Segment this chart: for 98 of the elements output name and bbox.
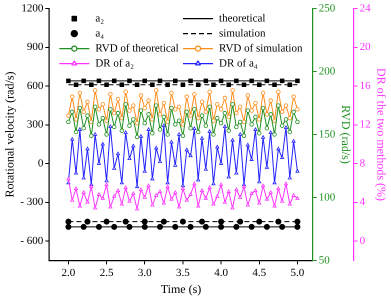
x-tick-label: 2.5: [100, 266, 114, 279]
y3-axis-title: DR of the two methods (%): [374, 68, 389, 201]
point: [112, 78, 116, 84]
y2-tick-label: 50: [318, 254, 330, 266]
point: [294, 224, 300, 230]
point: [66, 78, 71, 84]
point: [226, 82, 231, 88]
y-tick-label: 300: [26, 118, 44, 131]
point: [264, 224, 270, 230]
legend-label: RVD of theoretical: [95, 42, 179, 54]
x-tick-label: 4.5: [252, 266, 267, 279]
point: [84, 218, 90, 225]
point: [65, 224, 72, 230]
point: [204, 78, 208, 84]
point: [150, 82, 155, 88]
point: [233, 224, 240, 230]
y3-tick-label: 0: [360, 234, 366, 247]
legend-label: a₄: [95, 27, 104, 40]
point: [157, 224, 164, 230]
x-axis-title: Time (s): [160, 282, 202, 296]
point: [80, 224, 87, 230]
y3-tick-label: 4: [360, 196, 366, 208]
point: [120, 82, 124, 88]
point: [65, 218, 72, 225]
x-tick-label: 3.0: [138, 266, 152, 279]
legend-label: RVD of simulation: [219, 42, 303, 54]
point: [256, 218, 262, 225]
legend-label: simulation: [219, 27, 266, 40]
point: [104, 82, 109, 88]
point: [126, 224, 132, 230]
point: [158, 78, 162, 84]
legend-label: theoretical: [219, 12, 266, 24]
point: [111, 224, 118, 230]
y3-tick-label: 20: [360, 41, 372, 54]
y3-tick-label: 24: [360, 2, 372, 14]
point: [294, 218, 300, 225]
point: [142, 78, 148, 84]
y-tick-label: - 600: [20, 234, 44, 247]
point: [96, 224, 102, 230]
point: [288, 82, 292, 88]
x-tick-label: 4.0: [214, 266, 228, 279]
point: [248, 224, 255, 230]
point: [264, 78, 270, 84]
point: [165, 82, 170, 88]
point: [180, 82, 186, 88]
point: [188, 78, 193, 84]
point: [279, 224, 286, 230]
point: [89, 82, 94, 88]
y2-tick-label: 250: [318, 2, 336, 14]
y3-tick-label: 8: [360, 157, 366, 170]
y3-tick-label: 16: [360, 80, 372, 92]
point: [280, 78, 284, 84]
y-tick-label: 1200: [21, 2, 44, 14]
legend-label: a₂: [95, 12, 104, 24]
legend-label: DR of a₄: [219, 57, 258, 70]
point: [202, 224, 209, 230]
y-tick-label: 0: [38, 157, 44, 170]
point: [256, 82, 262, 88]
point: [122, 218, 129, 225]
point: [172, 224, 178, 230]
x-tick-label: 2.0: [62, 266, 76, 279]
point: [142, 224, 148, 230]
point: [272, 82, 277, 88]
point: [104, 218, 110, 225]
point: [237, 218, 244, 225]
point: [173, 78, 178, 84]
point: [218, 224, 224, 230]
point: [134, 82, 140, 88]
x-tick-label: 3.5: [176, 266, 190, 279]
y3-tick-label: 12: [360, 118, 371, 131]
point: [180, 218, 186, 225]
point: [127, 78, 132, 84]
y-tick-label: 900: [26, 41, 44, 54]
point: [81, 78, 86, 84]
point: [295, 78, 300, 84]
legend-label: DR of a₂: [95, 57, 134, 70]
point: [242, 82, 246, 88]
point: [199, 218, 205, 225]
y2-tick-label: 150: [318, 128, 336, 140]
point: [160, 218, 167, 225]
point: [196, 82, 200, 88]
point: [218, 218, 224, 225]
y-tick-label: - 300: [20, 196, 44, 208]
point: [211, 82, 216, 88]
point: [218, 78, 224, 84]
y2-tick-label: 200: [318, 65, 336, 78]
point: [275, 218, 282, 225]
point: [96, 78, 102, 84]
point: [74, 82, 78, 88]
y2-axis-title: RVD (rad/s): [339, 105, 354, 164]
point: [142, 218, 148, 225]
y2-tick-label: 100: [318, 191, 336, 204]
y-axis-title: Rotational velocity (rad/s): [2, 72, 16, 198]
point: [249, 78, 254, 84]
y-tick-label: 600: [26, 80, 44, 92]
x-tick-label: 5.0: [290, 266, 305, 279]
point: [188, 224, 194, 230]
point: [234, 78, 239, 84]
